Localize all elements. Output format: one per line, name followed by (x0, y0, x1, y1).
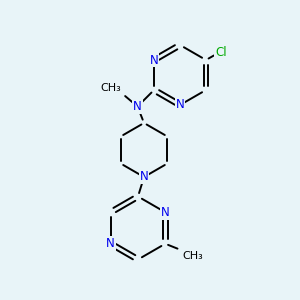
Text: N: N (106, 237, 115, 250)
Text: N: N (150, 53, 158, 67)
Text: N: N (176, 98, 184, 112)
Text: CH₃: CH₃ (183, 251, 203, 261)
Text: N: N (140, 170, 148, 184)
Text: N: N (161, 206, 170, 219)
Text: Cl: Cl (215, 46, 227, 59)
Text: CH₃: CH₃ (101, 83, 122, 93)
Text: N: N (133, 100, 142, 113)
